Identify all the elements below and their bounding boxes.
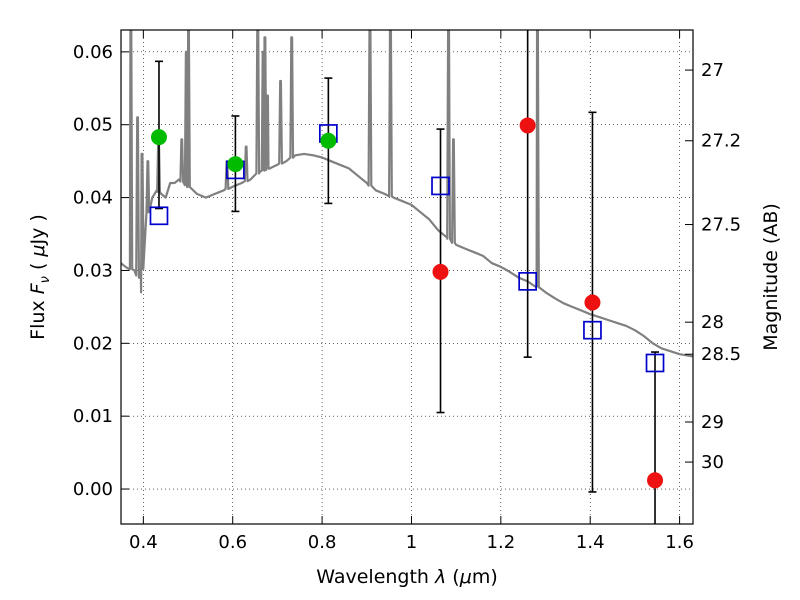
spectrum-line [121,30,693,358]
observed-flux-marker [150,129,167,146]
y2-tick-label: 27.5 [701,215,741,236]
y-tick-label: 0.03 [73,260,113,281]
model-photometry-marker [518,272,538,291]
x-axis-label: Wavelength λ (μm) [316,566,497,588]
y2-tick-label: 28.5 [701,344,741,365]
observed-flux-marker [519,117,536,134]
data-markers [149,117,665,489]
x-tick-label: 1 [406,532,417,553]
model-spectrum [121,30,693,358]
observed-flux-marker [647,472,664,489]
observed-flux-marker [432,263,449,280]
model-photometry-marker [431,176,450,196]
x-tick-label: 0.8 [308,532,337,553]
y2-tick-label: 28 [701,312,724,333]
x-tick-label: 1.4 [576,532,605,553]
model-photometry-marker [645,353,665,373]
model-photometry-marker [583,320,602,340]
y-tick-label: 0.02 [73,333,113,354]
x-tick-label: 1.2 [487,532,516,553]
y-tick-label: 0.06 [73,42,113,63]
x-tick-label: 0.6 [218,532,247,553]
y-tick-label: 0.04 [73,188,113,209]
x-tick-label: 1.6 [665,532,694,553]
y2-tick-label: 27 [701,60,724,81]
grid-lines [121,30,693,524]
y2-axis-label: Magnitude (AB) [760,203,782,351]
observed-flux-marker [584,294,601,311]
y-tick-label: 0.01 [73,406,113,427]
observed-flux-marker [320,132,337,149]
axis-ticks: 0.4 0.6 0.8 1 1.2 1.4 1.6 0.00 0.01 0.02 0.03 0.04 0… [73,30,741,553]
y-axis-label: Flux Fν ( μJy ) [27,214,53,340]
y-tick-label: 0.00 [73,479,113,500]
plot-frame [120,29,694,525]
y-tick-label: 0.05 [73,115,113,136]
model-photometry-marker [149,206,169,226]
y2-tick-label: 29 [701,412,724,433]
x-tick-label: 0.4 [129,532,158,553]
y2-tick-label: 30 [701,452,724,473]
observed-flux-marker [227,156,244,173]
y2-tick-label: 27.2 [701,131,741,152]
